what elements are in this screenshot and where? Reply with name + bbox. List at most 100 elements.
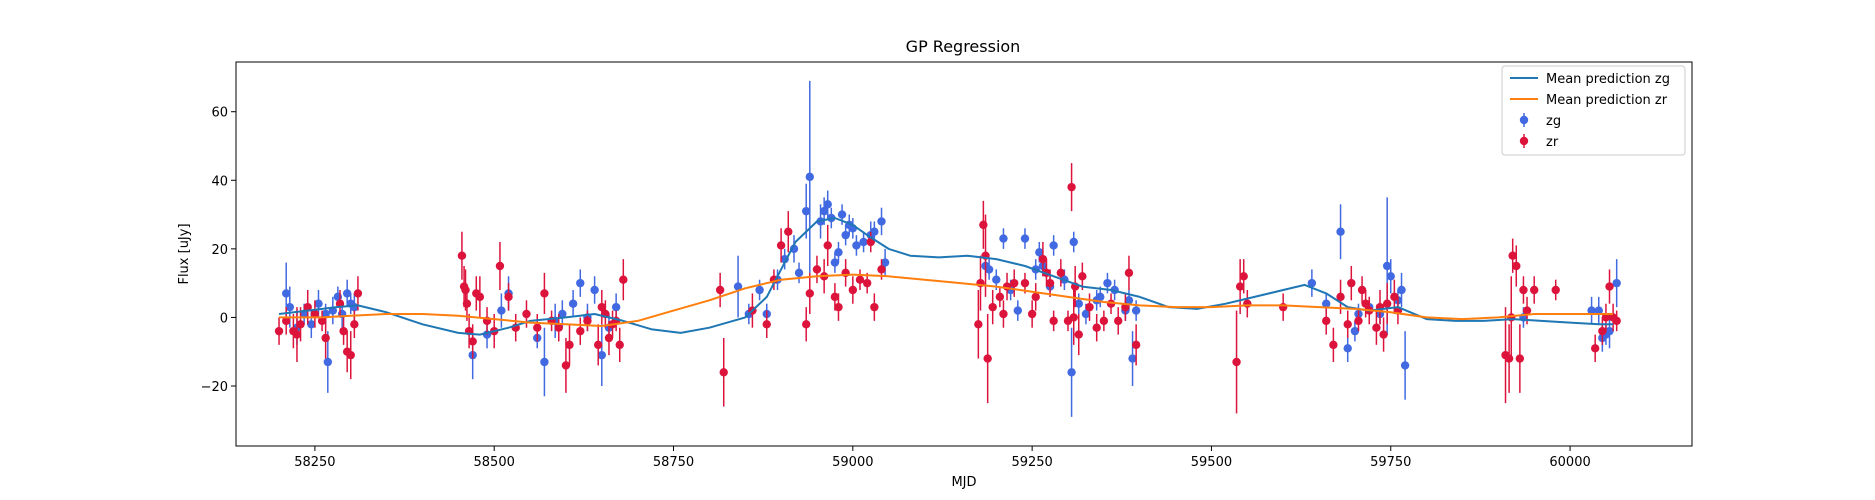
data-point-zg xyxy=(314,299,323,308)
data-point-zr xyxy=(983,354,992,363)
data-point-zr xyxy=(583,316,592,326)
data-point-zg xyxy=(568,299,578,308)
data-point-zr xyxy=(353,289,363,298)
x-tick-label: 60000 xyxy=(1549,455,1590,470)
x-tick-label: 58500 xyxy=(474,455,515,470)
y-tick-label: −20 xyxy=(201,380,228,395)
data-point-zg xyxy=(1587,306,1596,315)
data-point-zg xyxy=(342,289,352,298)
data-point-zr xyxy=(1010,278,1019,288)
data-point-zg xyxy=(834,248,843,257)
data-point-zg xyxy=(1336,227,1345,236)
data-point-zg xyxy=(823,200,832,209)
legend-box xyxy=(1501,65,1686,156)
data-point-zr xyxy=(317,316,327,326)
data-point-zr xyxy=(802,320,811,329)
data-point-zg xyxy=(590,285,599,295)
data-point-zg xyxy=(877,217,886,226)
y-axis: −20 0 20 40 60 xyxy=(201,106,236,395)
data-point-zr xyxy=(554,323,563,332)
data-point-zr xyxy=(1038,254,1048,264)
data-point-zr xyxy=(565,340,574,350)
legend: Mean prediction zg Mean prediction zr zg zr xyxy=(1501,65,1686,156)
data-point-zr xyxy=(1551,285,1560,295)
data-point-zr xyxy=(1131,340,1141,350)
data-point-zr xyxy=(1243,299,1252,308)
data-point-zr xyxy=(1239,272,1248,281)
data-point-zr xyxy=(346,350,355,360)
axes-frame xyxy=(235,61,1693,447)
data-point-zr xyxy=(1020,278,1030,288)
data-point-zr xyxy=(855,275,865,284)
data-point-zr xyxy=(1045,278,1055,288)
data-point-zr xyxy=(848,285,858,295)
data-point-zg xyxy=(1049,241,1058,250)
data-point-zr xyxy=(1612,316,1621,326)
x-tick-label: 59750 xyxy=(1370,455,1411,470)
data-point-zg xyxy=(1382,261,1392,271)
data-point-zg xyxy=(285,302,294,312)
data-point-zr xyxy=(1382,299,1392,308)
data-point-zr xyxy=(1522,306,1532,315)
data-point-zr xyxy=(1519,285,1528,295)
data-point-zg xyxy=(1067,368,1076,377)
x-tick-label: 58250 xyxy=(294,455,335,470)
chart-title: GP Regression xyxy=(906,37,1021,56)
data-point-zr xyxy=(823,241,832,250)
data-point-zr xyxy=(576,326,585,336)
data-point-zr xyxy=(1601,313,1611,322)
data-point-zg xyxy=(611,302,621,312)
data-point-zg xyxy=(859,237,868,247)
data-point-zr xyxy=(1056,268,1066,278)
data-point-zr xyxy=(522,309,531,319)
data-point-zg xyxy=(852,241,861,250)
data-point-zg xyxy=(1605,326,1614,336)
y-tick-label: 60 xyxy=(211,106,228,121)
data-point-zg xyxy=(323,357,333,367)
data-point-zr xyxy=(339,326,348,336)
data-point-zr xyxy=(1078,272,1087,281)
data-point-zr xyxy=(1114,316,1123,326)
legend-label: zr xyxy=(1546,135,1559,150)
data-point-zg xyxy=(497,306,506,315)
data-point-zr xyxy=(1390,292,1399,302)
data-point-zr xyxy=(812,265,822,274)
legend-swatch-point xyxy=(1519,115,1529,125)
data-point-zr xyxy=(1372,323,1381,332)
data-point-zr xyxy=(1508,251,1517,260)
data-point-zg xyxy=(1131,306,1141,315)
data-point-zr xyxy=(1099,316,1109,326)
line-mean-prediction-zr xyxy=(279,273,1614,327)
x-tick-label: 59000 xyxy=(832,455,873,470)
data-point-zg xyxy=(576,278,585,288)
data-point-zr xyxy=(461,285,470,295)
data-point-zr xyxy=(282,316,291,326)
data-point-zr xyxy=(1235,282,1245,291)
data-point-zr xyxy=(1232,357,1241,367)
data-point-zg xyxy=(1013,306,1022,315)
data-point-zr xyxy=(834,302,843,312)
data-point-zr xyxy=(1605,282,1614,291)
data-point-zg xyxy=(1103,278,1112,288)
data-point-zg xyxy=(1020,234,1030,243)
data-point-zg xyxy=(1081,309,1091,319)
legend-swatch-point xyxy=(1519,136,1529,146)
data-point-zg xyxy=(837,210,847,219)
data-point-zr xyxy=(303,302,312,312)
data-point-zg xyxy=(999,234,1008,243)
data-point-zr xyxy=(784,227,793,236)
data-point-zg xyxy=(755,285,764,295)
data-point-zr xyxy=(495,261,505,271)
data-point-zg xyxy=(1397,285,1406,295)
data-point-zr xyxy=(1361,299,1370,308)
legend-label: zg xyxy=(1546,114,1561,129)
data-point-zg xyxy=(1322,299,1331,308)
data-point-zr xyxy=(561,361,571,370)
x-axis: 58250 58500 58750 59000 59250 59500 59750 60000 xyxy=(294,446,1591,470)
data-point-zg xyxy=(540,357,549,367)
data-point-zr xyxy=(1124,268,1134,278)
data-point-zr xyxy=(475,292,485,302)
data-point-zg xyxy=(841,230,850,240)
data-point-zg xyxy=(1128,354,1137,363)
